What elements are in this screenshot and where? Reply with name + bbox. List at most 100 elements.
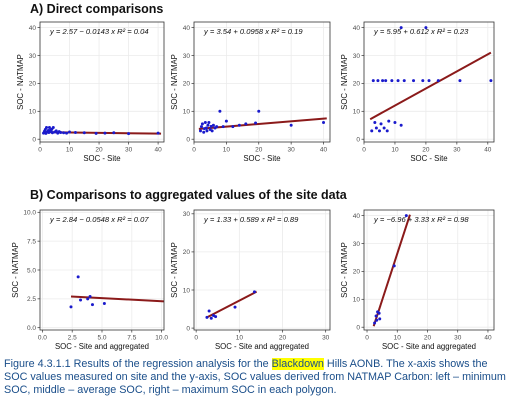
regression-line bbox=[198, 117, 327, 130]
y-tick-label: 10 bbox=[29, 109, 37, 116]
x-tick-label: 10 bbox=[391, 147, 399, 154]
data-point bbox=[373, 120, 377, 124]
data-point bbox=[88, 295, 92, 299]
data-point bbox=[51, 125, 55, 129]
y-tick-label: 40 bbox=[353, 213, 361, 220]
x-tick-label: 40 bbox=[484, 335, 492, 342]
figure-caption: Figure 4.3.1.1 Results of the regression… bbox=[4, 358, 510, 397]
x-axis-label: SOC - Site and aggregated bbox=[215, 342, 309, 351]
y-tick-label: 10 bbox=[183, 287, 191, 294]
x-axis-label: SOC - Site bbox=[83, 154, 120, 163]
data-point bbox=[205, 315, 209, 319]
data-point bbox=[54, 129, 58, 133]
y-tick-label: 40 bbox=[183, 25, 191, 32]
data-point bbox=[202, 130, 206, 134]
y-axis-label: SOC - NATMAP bbox=[170, 242, 179, 298]
y-tick-label: 30 bbox=[353, 53, 361, 60]
data-point bbox=[374, 314, 378, 318]
data-point bbox=[211, 123, 215, 127]
section-b-title: B) Comparisons to aggregated values of t… bbox=[30, 188, 347, 202]
data-point bbox=[382, 126, 386, 130]
caption-highlight: Blackdown bbox=[271, 358, 324, 370]
y-tick-label: 10 bbox=[353, 109, 361, 116]
data-point bbox=[257, 109, 261, 113]
data-point bbox=[65, 131, 69, 135]
regression-equation: y = 2.57 − 0.0143 x R² = 0.04 bbox=[49, 27, 149, 36]
y-tick-label: 40 bbox=[29, 25, 37, 32]
data-point bbox=[244, 122, 248, 126]
regression-line bbox=[372, 214, 411, 327]
y-axis-label: SOC - NATMAP bbox=[340, 54, 349, 110]
data-point bbox=[231, 125, 235, 129]
data-point bbox=[404, 214, 408, 218]
y-tick-label: 0 bbox=[186, 137, 190, 144]
data-point bbox=[62, 131, 66, 135]
data-point bbox=[322, 120, 326, 124]
y-axis-label: SOC - NATMAP bbox=[16, 54, 25, 110]
chart-b2: y = 1.33 + 0.589 x R² = 0.89 0 10 20 30 0 10 20… bbox=[170, 209, 331, 351]
data-point bbox=[209, 316, 213, 320]
data-point bbox=[458, 79, 462, 83]
x-tick-label: 30 bbox=[322, 335, 330, 342]
section-a-title: A) Direct comparisons bbox=[30, 2, 164, 16]
data-point bbox=[385, 129, 389, 133]
data-point bbox=[82, 131, 86, 135]
y-tick-label: 10.0 bbox=[23, 210, 36, 217]
caption-before: Figure 4.3.1.1 Results of the regression… bbox=[4, 358, 272, 370]
data-point bbox=[79, 298, 83, 302]
data-point bbox=[90, 303, 94, 307]
data-point bbox=[377, 129, 381, 133]
data-point bbox=[207, 309, 211, 313]
plot-border bbox=[363, 21, 495, 143]
data-point bbox=[371, 79, 375, 83]
x-tick-label: 10 bbox=[223, 147, 231, 154]
x-tick-label: 20 bbox=[95, 147, 103, 154]
x-tick-label: 40 bbox=[320, 147, 328, 154]
data-point bbox=[393, 120, 397, 124]
data-point bbox=[73, 131, 77, 135]
y-tick-label: 20 bbox=[29, 81, 37, 88]
data-point bbox=[214, 315, 218, 319]
x-tick-label: 10 bbox=[236, 335, 244, 342]
y-tick-label: 30 bbox=[183, 211, 191, 218]
x-tick-label: 20 bbox=[255, 147, 263, 154]
chart-a1: y = 2.57 − 0.0143 x R² = 0.04 0 10 20 30 40 0 1… bbox=[16, 21, 165, 163]
x-tick-label: 5.0 bbox=[97, 335, 106, 342]
x-tick-label: 30 bbox=[125, 147, 133, 154]
y-tick-label: 20 bbox=[183, 249, 191, 256]
x-tick-label: 40 bbox=[154, 147, 162, 154]
x-tick-label: 7.5 bbox=[127, 335, 136, 342]
data-point bbox=[69, 305, 73, 309]
x-tick-label: 30 bbox=[453, 147, 461, 154]
data-point bbox=[198, 129, 202, 133]
data-point bbox=[392, 264, 396, 268]
data-point bbox=[204, 126, 208, 130]
y-tick-label: 20 bbox=[353, 269, 361, 276]
y-tick-label: 7.5 bbox=[27, 238, 36, 245]
data-point bbox=[76, 275, 80, 279]
x-tick-label: 10.0 bbox=[155, 335, 168, 342]
data-point bbox=[370, 129, 374, 133]
data-point bbox=[205, 129, 209, 133]
data-point bbox=[68, 130, 72, 134]
data-point bbox=[233, 305, 237, 309]
data-point bbox=[203, 120, 207, 124]
y-tick-label: 0 bbox=[32, 137, 36, 144]
chart-b1: y = 2.84 − 0.0548 x R² = 0.07 0.0 2.5 5.0 7.… bbox=[11, 209, 168, 351]
data-point bbox=[436, 79, 440, 83]
regression-equation: y = 5.95 + 0.612 x R² = 0.23 bbox=[373, 27, 469, 36]
data-point bbox=[86, 297, 90, 301]
data-point bbox=[376, 79, 380, 83]
x-tick-label: 10 bbox=[394, 335, 402, 342]
data-point bbox=[209, 124, 213, 128]
plot-border bbox=[363, 209, 495, 331]
charts-area: y = 2.57 − 0.0143 x R² = 0.04 0 10 20 30 40 0 1… bbox=[11, 21, 495, 351]
chart-b3: y = −6.96 + 3.33 x R² = 0.98 0 10 20 30 40 0 10… bbox=[340, 209, 495, 351]
data-point bbox=[94, 131, 98, 135]
data-point bbox=[237, 123, 241, 127]
data-point bbox=[252, 290, 256, 294]
data-point bbox=[59, 131, 63, 135]
data-point bbox=[381, 79, 385, 83]
data-point bbox=[156, 131, 160, 135]
